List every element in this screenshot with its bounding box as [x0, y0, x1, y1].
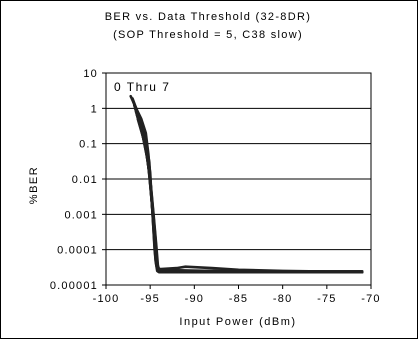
x-tick-label-0: -100 [93, 293, 120, 305]
series-line-6 [135, 113, 364, 273]
x-axis-ticks: -100 -95 -90 -85 -80 -75 -70 [93, 285, 381, 305]
x-tick-label-4: -80 [273, 293, 293, 305]
y-tick-label-0: 10 [83, 68, 98, 80]
y-axis-label: %BER [28, 166, 40, 204]
y-axis-ticks: 10 1 0.1 0.01 0.001 0.0001 0.00001 [50, 68, 106, 292]
series-line-0 [129, 94, 364, 274]
legend-label: 0 Thru 7 [114, 80, 170, 94]
x-tick-label-3: -85 [229, 293, 249, 305]
series-line-7 [136, 117, 364, 273]
series-line-3 [133, 104, 364, 273]
x-tick-label-6: -70 [361, 293, 381, 305]
chart-title-line-1: BER vs. Data Threshold (32-8DR) [105, 11, 311, 23]
y-tick-label-4: 0.001 [64, 209, 98, 221]
x-tick-label-1: -95 [140, 293, 160, 305]
x-tick-label-2: -90 [185, 293, 205, 305]
x-tick-label-5: -75 [317, 293, 337, 305]
series-line-4 [133, 107, 364, 273]
series-line-1 [131, 97, 364, 273]
y-tick-label-3: 0.01 [72, 174, 98, 186]
data-series [129, 94, 364, 274]
series-line-2 [132, 100, 364, 273]
x-axis-label: Input Power (dBm) [179, 316, 296, 328]
series-line-5 [134, 110, 364, 274]
y-tick-label-6: 0.00001 [50, 280, 98, 292]
y-tick-label-2: 0.1 [79, 139, 98, 151]
y-tick-label-1: 1 [91, 103, 98, 115]
chart-title-line-2: (SOP Threshold = 5, C38 slow) [113, 29, 303, 41]
y-tick-label-5: 0.0001 [57, 245, 98, 257]
